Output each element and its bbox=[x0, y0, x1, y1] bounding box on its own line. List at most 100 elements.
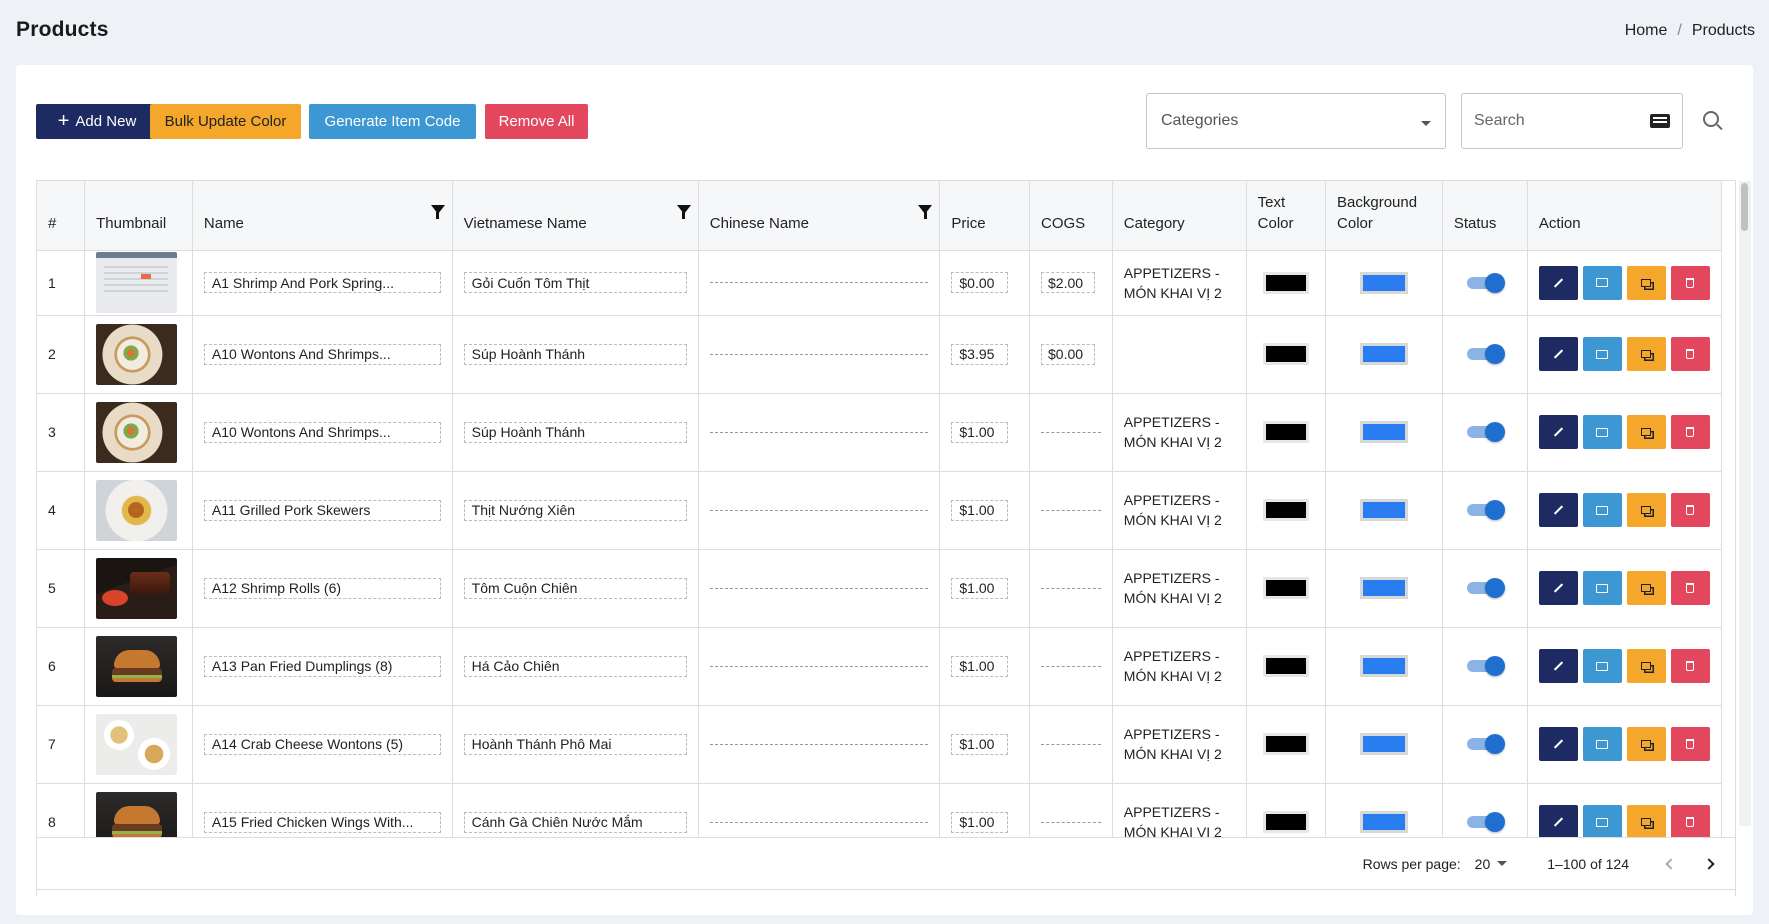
vietnamese-name-field[interactable]: Gỏi Cuốn Tôm Thịt bbox=[463, 272, 687, 293]
add-new-button[interactable]: + Add New bbox=[36, 104, 158, 139]
delete-button[interactable] bbox=[1670, 571, 1710, 605]
search-icon[interactable] bbox=[1703, 111, 1719, 127]
duplicate-button[interactable] bbox=[1626, 727, 1666, 761]
duplicate-button[interactable] bbox=[1626, 265, 1666, 300]
name-field[interactable]: A11 Grilled Pork Skewers bbox=[203, 499, 441, 521]
chinese-name-field[interactable] bbox=[709, 665, 929, 667]
price-field[interactable]: $1.00 bbox=[951, 811, 1009, 833]
view-button[interactable] bbox=[1582, 571, 1622, 605]
thumbnail-image[interactable] bbox=[96, 635, 178, 697]
delete-button[interactable] bbox=[1670, 415, 1710, 449]
view-button[interactable] bbox=[1582, 649, 1622, 683]
background-color-swatch[interactable] bbox=[1359, 271, 1408, 294]
col-vietnamese-name[interactable]: Vietnamese Name bbox=[452, 181, 699, 251]
background-color-swatch[interactable] bbox=[1359, 343, 1408, 365]
cogs-empty-field[interactable] bbox=[1041, 743, 1101, 745]
scrollbar-thumb[interactable] bbox=[1741, 183, 1748, 231]
chinese-name-field[interactable] bbox=[709, 353, 929, 355]
name-field[interactable]: A12 Shrimp Rolls (6) bbox=[203, 577, 441, 599]
vietnamese-name-field[interactable]: Hoành Thánh Phô Mai bbox=[463, 733, 687, 755]
status-toggle[interactable] bbox=[1465, 344, 1505, 364]
view-button[interactable] bbox=[1582, 415, 1622, 449]
view-button[interactable] bbox=[1582, 727, 1622, 761]
status-toggle[interactable] bbox=[1465, 272, 1505, 293]
chevron-left-icon[interactable] bbox=[1665, 857, 1677, 870]
edit-button[interactable] bbox=[1538, 649, 1578, 683]
cogs-empty-field[interactable] bbox=[1041, 431, 1101, 433]
duplicate-button[interactable] bbox=[1626, 493, 1666, 527]
bulk-update-color-button[interactable]: Bulk Update Color bbox=[150, 104, 301, 139]
text-color-swatch[interactable] bbox=[1262, 577, 1309, 599]
edit-button[interactable] bbox=[1538, 571, 1578, 605]
price-field[interactable]: $0.00 bbox=[951, 272, 1009, 293]
status-toggle[interactable] bbox=[1465, 422, 1505, 442]
name-field[interactable]: A15 Fried Chicken Wings With... bbox=[203, 811, 441, 833]
cogs-empty-field[interactable] bbox=[1041, 821, 1101, 823]
col-chinese-name[interactable]: Chinese Name bbox=[698, 181, 941, 251]
text-color-swatch[interactable] bbox=[1262, 343, 1309, 365]
status-toggle[interactable] bbox=[1465, 578, 1505, 598]
edit-button[interactable] bbox=[1538, 265, 1578, 300]
chinese-name-field[interactable] bbox=[709, 821, 929, 823]
delete-button[interactable] bbox=[1670, 727, 1710, 761]
cogs-empty-field[interactable] bbox=[1041, 509, 1101, 511]
chinese-name-field[interactable] bbox=[709, 587, 929, 589]
text-color-swatch[interactable] bbox=[1262, 499, 1309, 521]
search-field[interactable] bbox=[1461, 93, 1683, 149]
thumbnail-image[interactable] bbox=[96, 479, 178, 541]
duplicate-button[interactable] bbox=[1626, 649, 1666, 683]
price-field[interactable]: $1.00 bbox=[951, 733, 1009, 755]
name-field[interactable]: A10 Wontons And Shrimps... bbox=[203, 421, 441, 443]
vietnamese-name-field[interactable]: Tôm Cuộn Chiên bbox=[463, 577, 687, 599]
thumbnail-image[interactable] bbox=[96, 252, 178, 313]
thumbnail-image[interactable] bbox=[96, 557, 178, 619]
remove-all-button[interactable]: Remove All bbox=[485, 104, 588, 139]
rows-per-page-select[interactable]: 20 bbox=[1475, 856, 1508, 872]
chevron-right-icon[interactable] bbox=[1703, 857, 1715, 870]
edit-button[interactable] bbox=[1538, 415, 1578, 449]
cogs-field[interactable]: $0.00 bbox=[1041, 343, 1095, 365]
vietnamese-name-field[interactable]: Thịt Nướng Xiên bbox=[463, 499, 687, 521]
edit-button[interactable] bbox=[1538, 493, 1578, 527]
price-field[interactable]: $1.00 bbox=[951, 499, 1009, 521]
vietnamese-name-field[interactable]: Cánh Gà Chiên Nước Mắm bbox=[463, 811, 687, 833]
thumbnail-image[interactable] bbox=[96, 713, 178, 775]
delete-button[interactable] bbox=[1670, 493, 1710, 527]
background-color-swatch[interactable] bbox=[1359, 499, 1408, 521]
status-toggle[interactable] bbox=[1465, 500, 1505, 520]
search-input[interactable] bbox=[1474, 112, 1634, 130]
background-color-swatch[interactable] bbox=[1359, 655, 1408, 677]
chinese-name-field[interactable] bbox=[709, 282, 929, 283]
view-button[interactable] bbox=[1582, 805, 1622, 839]
price-field[interactable]: $3.95 bbox=[951, 343, 1009, 365]
name-field[interactable]: A13 Pan Fried Dumplings (8) bbox=[203, 655, 441, 677]
background-color-swatch[interactable] bbox=[1359, 811, 1408, 833]
duplicate-button[interactable] bbox=[1626, 415, 1666, 449]
generate-item-code-button[interactable]: Generate Item Code bbox=[309, 104, 476, 139]
chinese-name-field[interactable] bbox=[709, 509, 929, 511]
duplicate-button[interactable] bbox=[1626, 571, 1666, 605]
vertical-scrollbar[interactable] bbox=[1739, 181, 1751, 826]
thumbnail-image[interactable] bbox=[96, 401, 178, 463]
text-color-swatch[interactable] bbox=[1262, 733, 1309, 755]
background-color-swatch[interactable] bbox=[1359, 733, 1408, 755]
price-field[interactable]: $1.00 bbox=[951, 655, 1009, 677]
filter-icon[interactable] bbox=[676, 205, 691, 219]
categories-select[interactable]: Categories bbox=[1146, 93, 1446, 149]
col-name[interactable]: Name bbox=[192, 181, 453, 251]
text-color-swatch[interactable] bbox=[1262, 811, 1309, 833]
view-button[interactable] bbox=[1582, 337, 1622, 371]
vietnamese-name-field[interactable]: Há Cảo Chiên bbox=[463, 655, 687, 677]
name-field[interactable]: A14 Crab Cheese Wontons (5) bbox=[203, 733, 441, 755]
view-button[interactable] bbox=[1582, 265, 1622, 300]
edit-button[interactable] bbox=[1538, 337, 1578, 371]
price-field[interactable]: $1.00 bbox=[951, 577, 1009, 599]
name-field[interactable]: A1 Shrimp And Pork Spring... bbox=[203, 272, 441, 293]
status-toggle[interactable] bbox=[1465, 656, 1505, 676]
delete-button[interactable] bbox=[1670, 649, 1710, 683]
duplicate-button[interactable] bbox=[1626, 337, 1666, 371]
filter-icon[interactable] bbox=[918, 205, 933, 219]
vietnamese-name-field[interactable]: Súp Hoành Thánh bbox=[463, 421, 687, 443]
vietnamese-name-field[interactable]: Súp Hoành Thánh bbox=[463, 343, 687, 365]
filter-icon[interactable] bbox=[430, 205, 445, 219]
